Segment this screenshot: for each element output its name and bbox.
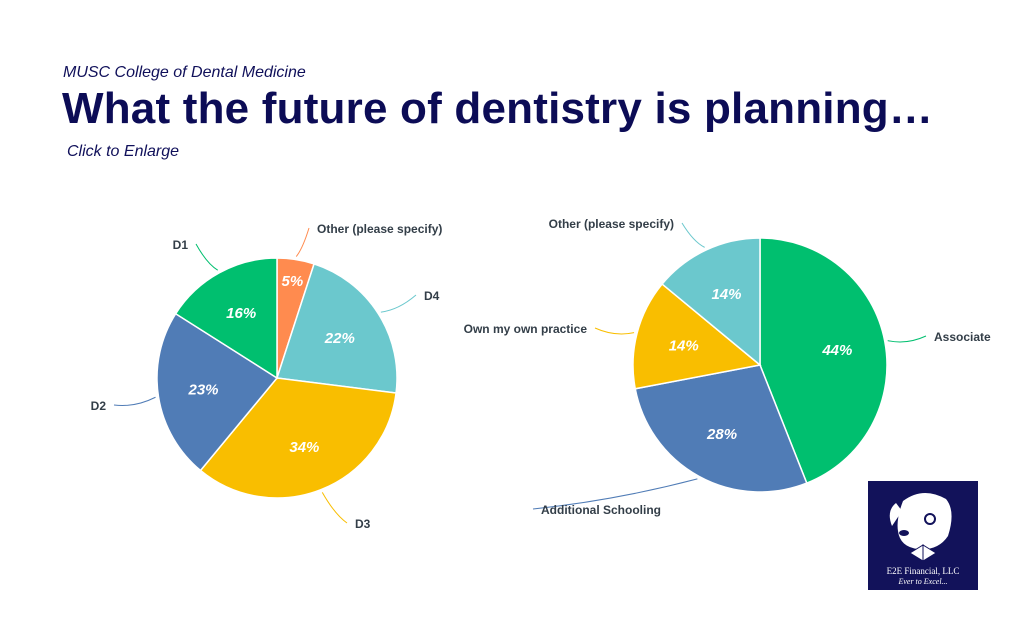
slice-value-label: 23% — [188, 382, 219, 399]
dog-mascot-icon: E2E Financial, LLC Ever to Excel... — [887, 492, 960, 586]
leader-line — [594, 327, 635, 335]
pie-slice[interactable] — [156, 312, 279, 472]
slice-value-label: 22% — [324, 330, 355, 347]
leader-line — [681, 222, 705, 248]
leader-line — [380, 294, 417, 313]
leader-line — [295, 227, 310, 257]
slice-category-label: Own my own practice — [464, 322, 588, 336]
pie-slice[interactable] — [174, 257, 278, 380]
svg-text:E2E Financial, LLC: E2E Financial, LLC — [887, 566, 960, 576]
slice-category-label: Other (please specify) — [317, 222, 442, 236]
leader-line — [532, 478, 698, 510]
click-to-enlarge-link[interactable]: Click to Enlarge — [67, 143, 180, 160]
pie-slice[interactable] — [276, 262, 398, 394]
slice-value-label: 14% — [669, 337, 699, 354]
page-title: What the future of dentistry is planning… — [62, 84, 934, 133]
slice-value-label: 14% — [711, 286, 741, 303]
slice-value-label: 28% — [706, 426, 737, 443]
slice-value-label: 44% — [821, 342, 852, 359]
slice-category-label: D4 — [424, 289, 440, 303]
leader-line — [113, 396, 156, 406]
slice-value-label: 34% — [289, 439, 319, 456]
svg-text:Ever to Excel...: Ever to Excel... — [897, 577, 947, 586]
pie-slice[interactable] — [632, 282, 762, 390]
slice-value-label: 5% — [282, 273, 304, 290]
leader-line — [321, 492, 348, 524]
leader-line — [887, 335, 927, 343]
subtitle: MUSC College of Dental Medicine — [63, 64, 306, 81]
slice-category-label: D2 — [91, 399, 107, 413]
slice-category-label: D3 — [355, 517, 371, 531]
slice-category-label: Other (please specify) — [549, 217, 674, 231]
pie-slice[interactable] — [759, 237, 888, 485]
slice-category-label: Associate — [934, 330, 991, 344]
e2e-financial-logo: E2E Financial, LLC Ever to Excel... — [868, 481, 978, 590]
slice-category-label: D1 — [173, 238, 189, 252]
pie-slice[interactable] — [661, 237, 761, 367]
pie-slice[interactable] — [199, 377, 397, 499]
slice-value-label: 16% — [226, 305, 256, 322]
slice-category-label: Additional Schooling — [541, 503, 661, 517]
pie-slice[interactable] — [634, 364, 808, 493]
leader-line — [195, 243, 219, 271]
